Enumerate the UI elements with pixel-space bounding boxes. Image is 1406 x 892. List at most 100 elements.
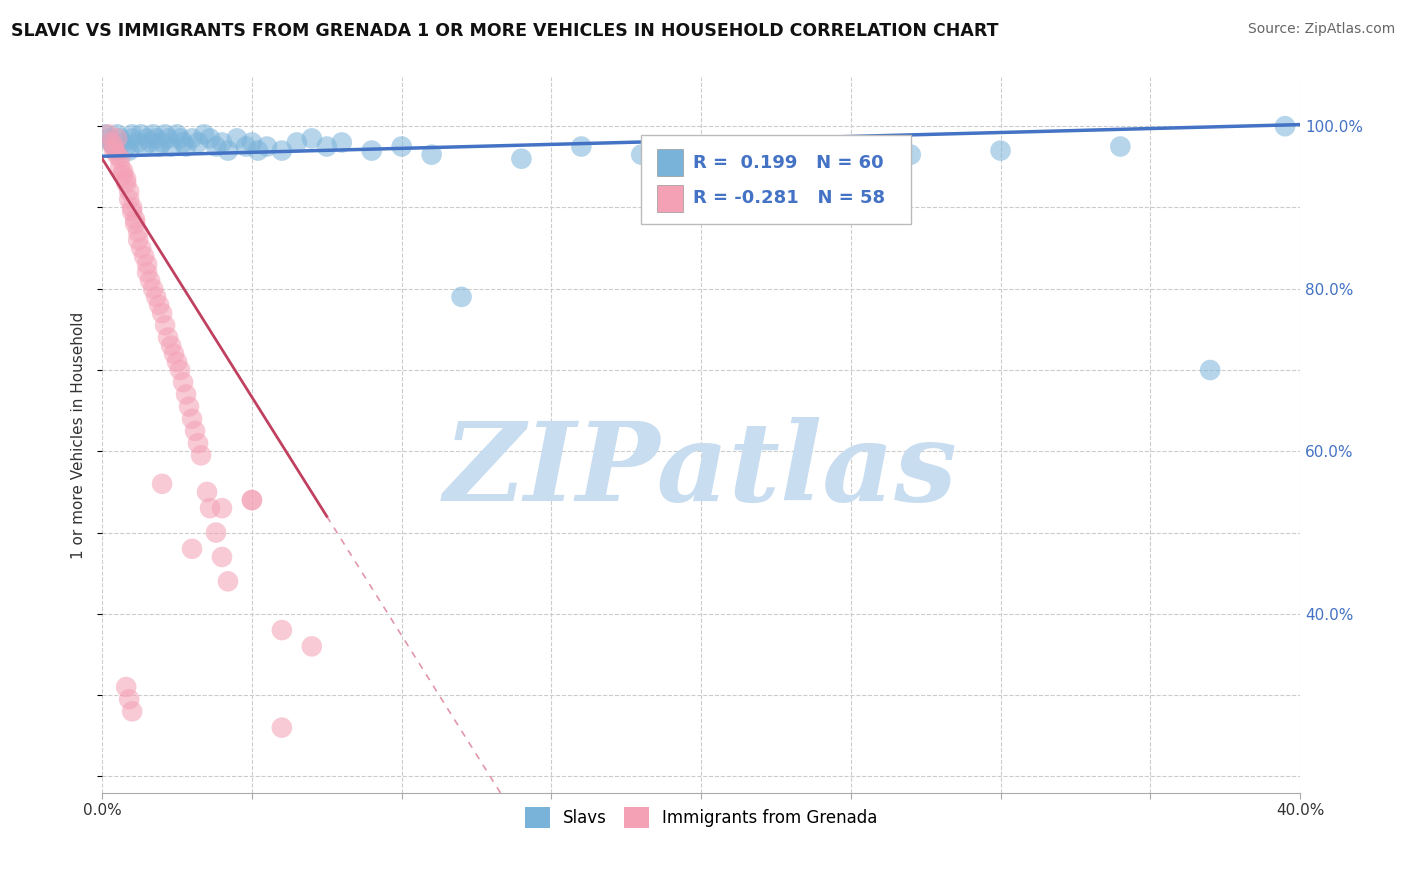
Point xyxy=(166,128,188,142)
Point xyxy=(181,411,204,425)
Text: R = -0.281   N = 58: R = -0.281 N = 58 xyxy=(693,189,884,207)
Point xyxy=(115,680,138,694)
Point xyxy=(103,139,125,153)
Point xyxy=(97,128,120,142)
Point xyxy=(839,139,862,153)
Point xyxy=(103,144,125,158)
Point xyxy=(150,476,173,491)
Point xyxy=(100,136,122,150)
Point xyxy=(690,152,713,166)
Point xyxy=(217,144,239,158)
Point xyxy=(174,139,197,153)
Point xyxy=(1109,139,1132,153)
Point xyxy=(157,330,180,344)
Point xyxy=(112,136,135,150)
Point xyxy=(108,152,131,166)
Text: R =  0.199   N = 60: R = 0.199 N = 60 xyxy=(693,153,883,171)
Point xyxy=(235,139,257,153)
Point xyxy=(330,136,353,150)
Point xyxy=(256,139,278,153)
Point xyxy=(190,448,212,462)
Point xyxy=(569,139,592,153)
Point xyxy=(181,541,204,556)
Point xyxy=(145,131,167,145)
Point xyxy=(153,128,176,142)
Point xyxy=(142,128,165,142)
Text: Source: ZipAtlas.com: Source: ZipAtlas.com xyxy=(1247,22,1395,37)
Point xyxy=(181,131,204,145)
Point xyxy=(240,136,263,150)
Point xyxy=(177,400,200,414)
Point xyxy=(121,128,143,142)
Point xyxy=(148,298,170,312)
Point xyxy=(150,306,173,320)
Point xyxy=(112,164,135,178)
Point xyxy=(124,212,146,227)
Point xyxy=(139,274,162,288)
Point xyxy=(360,144,382,158)
Point xyxy=(136,265,159,279)
Point xyxy=(134,139,156,153)
Point xyxy=(166,355,188,369)
Bar xyxy=(657,149,683,176)
Point xyxy=(153,318,176,333)
Point xyxy=(150,136,173,150)
Point xyxy=(112,168,135,182)
Point xyxy=(115,172,138,186)
Text: SLAVIC VS IMMIGRANTS FROM GRENADA 1 OR MORE VEHICLES IN HOUSEHOLD CORRELATION CH: SLAVIC VS IMMIGRANTS FROM GRENADA 1 OR M… xyxy=(11,22,998,40)
Point xyxy=(211,549,233,564)
Point xyxy=(108,131,131,145)
Point xyxy=(157,131,180,145)
Point xyxy=(124,217,146,231)
Point xyxy=(127,225,149,239)
Point xyxy=(900,147,922,161)
Legend: Slavs, Immigrants from Grenada: Slavs, Immigrants from Grenada xyxy=(519,801,884,834)
Point xyxy=(510,152,533,166)
Y-axis label: 1 or more Vehicles in Household: 1 or more Vehicles in Household xyxy=(72,311,86,558)
Point xyxy=(195,485,218,500)
Point xyxy=(97,131,120,145)
Point xyxy=(169,363,191,377)
Point xyxy=(115,139,138,153)
Point xyxy=(246,144,269,158)
Text: ZIPatlas: ZIPatlas xyxy=(444,417,957,524)
Point xyxy=(450,290,472,304)
Point xyxy=(187,136,209,150)
Point xyxy=(105,144,128,158)
Point xyxy=(270,144,292,158)
Point xyxy=(270,623,292,637)
Point xyxy=(1274,119,1296,133)
Point xyxy=(240,493,263,508)
Point xyxy=(118,184,141,198)
Point xyxy=(142,282,165,296)
Point xyxy=(127,233,149,247)
Point xyxy=(301,131,323,145)
Point xyxy=(121,705,143,719)
Point xyxy=(100,136,122,150)
Point xyxy=(127,136,149,150)
Point xyxy=(134,249,156,263)
Point xyxy=(148,139,170,153)
Point xyxy=(211,136,233,150)
FancyBboxPatch shape xyxy=(641,135,911,224)
Point xyxy=(115,176,138,190)
Point xyxy=(420,147,443,161)
Point xyxy=(105,128,128,142)
Point xyxy=(118,692,141,706)
Point xyxy=(270,721,292,735)
Point xyxy=(145,290,167,304)
Point xyxy=(139,136,162,150)
Point xyxy=(1199,363,1222,377)
Point xyxy=(160,338,183,352)
Point xyxy=(121,131,143,145)
Point xyxy=(211,501,233,516)
Point xyxy=(172,375,194,389)
Point xyxy=(285,136,308,150)
Point xyxy=(105,131,128,145)
Point xyxy=(391,139,413,153)
Point xyxy=(174,387,197,401)
Point xyxy=(198,131,221,145)
Point xyxy=(205,525,228,540)
Point xyxy=(172,136,194,150)
Point xyxy=(105,147,128,161)
